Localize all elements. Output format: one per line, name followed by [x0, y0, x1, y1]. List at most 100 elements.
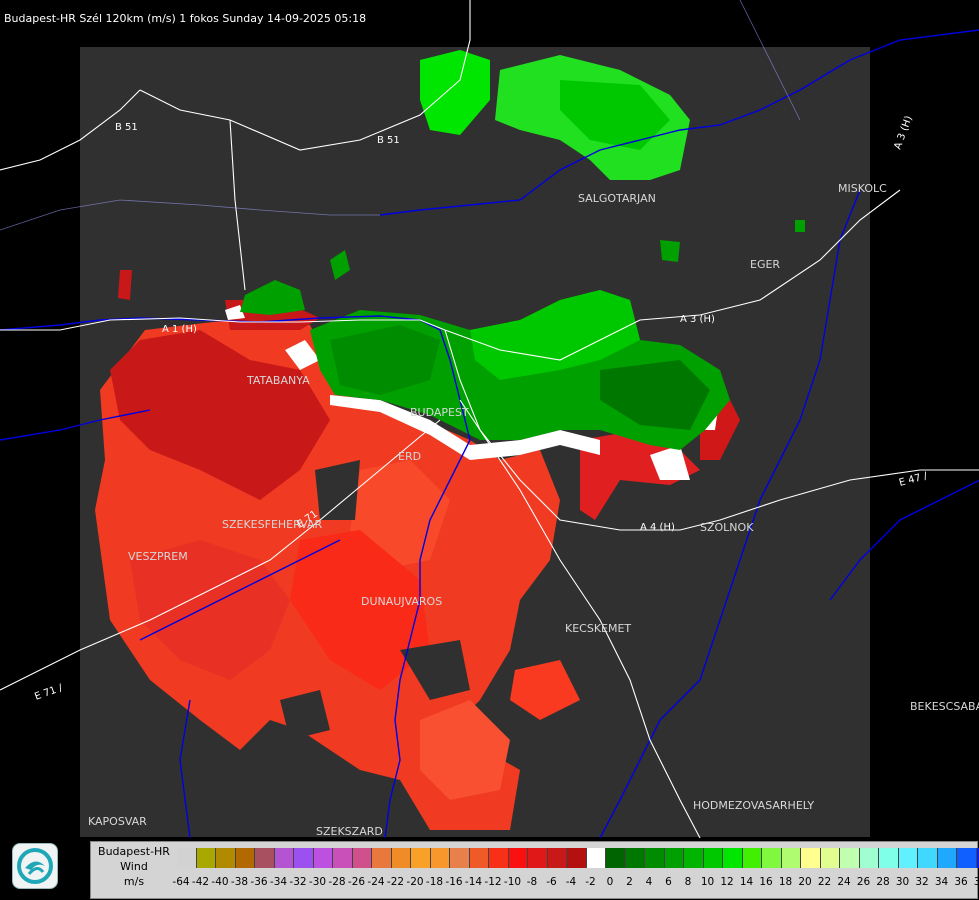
legend-swatch	[606, 848, 626, 868]
legend-tick-label: 16	[759, 876, 773, 888]
legend-tick-label: 4	[645, 876, 653, 888]
legend-tick-label: -32	[289, 876, 307, 888]
legend-tick-label: 34	[934, 876, 949, 888]
legend-tick-label: 28	[876, 876, 890, 888]
legend-tick-label: -30	[308, 876, 327, 888]
negative-wind-echoes	[95, 270, 740, 830]
legend-tick-label: 14	[739, 876, 754, 888]
roads	[0, 0, 979, 838]
city-label: HODMEZOVASARHELY	[693, 799, 814, 812]
legend-swatch	[255, 848, 275, 868]
legend-tick-label: 18	[778, 876, 793, 888]
legend-swatch	[411, 848, 431, 868]
city-label: MISKOLC	[838, 182, 887, 195]
legend-color-scale	[177, 848, 979, 868]
city-label: EGER	[750, 258, 780, 271]
legend-tick-label: 8	[684, 876, 692, 888]
city-label: SZEKESFEHERVAR	[222, 518, 323, 531]
legend-swatch	[274, 848, 294, 868]
legend-swatch	[781, 848, 801, 868]
road-label: B 51	[115, 122, 138, 133]
legend-swatch	[391, 848, 411, 868]
city-label: SZEKSZARD	[316, 825, 383, 838]
legend-swatch	[742, 848, 762, 868]
legend-tick-label: -12	[484, 876, 502, 888]
borders	[0, 0, 801, 231]
legend-tick-label: 26	[856, 876, 871, 888]
legend-swatch	[898, 848, 918, 868]
legend-product-name: Wind	[120, 860, 148, 873]
legend-tick-label: -18	[425, 876, 444, 888]
legend-tick-label: 30	[895, 876, 910, 888]
road-label: A 3 (H)	[680, 314, 715, 325]
legend-tick-label: -4	[565, 876, 577, 888]
city-label: KECSKEMET	[565, 622, 631, 635]
legend-tick-label: -20	[406, 876, 424, 888]
legend-tick-label: -38	[230, 876, 249, 888]
legend-tick-label: -42	[191, 876, 210, 888]
legend-swatch	[918, 848, 938, 868]
legend-tick-label: -40	[211, 876, 229, 888]
legend-swatch	[684, 848, 704, 868]
legend-swatch	[703, 848, 723, 868]
legend-swatch	[216, 848, 236, 868]
city-label: DUNAUJVAROS	[361, 595, 442, 608]
legend-tick-label: 24	[837, 876, 851, 888]
legend-swatch	[313, 848, 333, 868]
road-label: E 71 /	[33, 682, 64, 702]
legend-tick-label: -14	[464, 876, 483, 888]
legend-swatch	[976, 848, 979, 868]
legend-swatch	[547, 848, 567, 868]
legend-tick-label: -34	[269, 876, 288, 888]
legend-swatch	[294, 848, 314, 868]
legend-swatch	[937, 848, 957, 868]
legend-swatch	[352, 848, 372, 868]
legend-tick-label: 10	[700, 876, 715, 888]
legend-tick-label: -28	[328, 876, 346, 888]
legend-swatch	[664, 848, 684, 868]
legend-swatch	[333, 848, 353, 868]
legend-swatch	[723, 848, 743, 868]
legend-tick-label: 32	[915, 876, 929, 888]
wind-legend: Budapest-HR Wind m/s -64 -42 -40 -38 -36 -34-…	[90, 841, 979, 899]
road-label: E 47 /	[898, 471, 929, 489]
legend-swatch	[469, 848, 489, 868]
no-data-holes	[280, 460, 600, 740]
city-label: BEKESCSABA	[910, 700, 979, 713]
road-label: A 1 (H)	[162, 324, 197, 335]
city-label: SZOLNOK	[700, 521, 754, 534]
legend-title: Budapest-HR Wind m/s	[91, 844, 177, 889]
legend-swatch	[235, 848, 255, 868]
legend-swatch	[625, 848, 645, 868]
legend-tick-label: -22	[386, 876, 405, 888]
legend-tick-label: 12	[720, 876, 734, 888]
legend-tick-label: 0	[606, 876, 614, 888]
legend-tick-label: -10	[503, 876, 522, 888]
legend-tick-label: 2	[626, 876, 633, 888]
legend-radar-name: Budapest-HR	[98, 845, 170, 858]
legend-swatch	[567, 848, 587, 868]
legend-swatch	[489, 848, 509, 868]
map-title: Budapest-HR Szél 120km (m/s) 1 fokos Sun…	[4, 12, 367, 25]
city-label: BUDAPEST	[410, 406, 469, 419]
legend-tick-label: -8	[526, 876, 538, 888]
legend-tick-label: 22	[817, 876, 832, 888]
legend-unit: m/s	[123, 875, 145, 888]
road-label: A 3 (H)	[892, 114, 914, 151]
road-label: B 51	[377, 135, 400, 146]
legend-swatch	[196, 848, 216, 868]
legend-swatch	[450, 848, 470, 868]
legend-swatch	[508, 848, 528, 868]
legend-swatch	[762, 848, 782, 868]
legend-tick-labels: -64 -42 -40 -38 -36 -34 -32 -30 -28 -26 -24 -22 -20-…	[172, 876, 979, 890]
legend-swatch	[586, 848, 606, 868]
legend-swatch	[957, 848, 977, 868]
positive-wind-echoes	[240, 50, 805, 450]
legend-swatch	[879, 848, 899, 868]
legend-tick-label: 36	[954, 876, 968, 888]
city-label: KAPOSVAR	[88, 815, 147, 828]
radar-map[interactable]: SALGOTARJAN MISKOLC EGER TATABANYA BUDAP…	[0, 0, 979, 838]
legend-swatch	[528, 848, 548, 868]
legend-swatch	[859, 848, 879, 868]
met-service-logo	[12, 843, 58, 889]
